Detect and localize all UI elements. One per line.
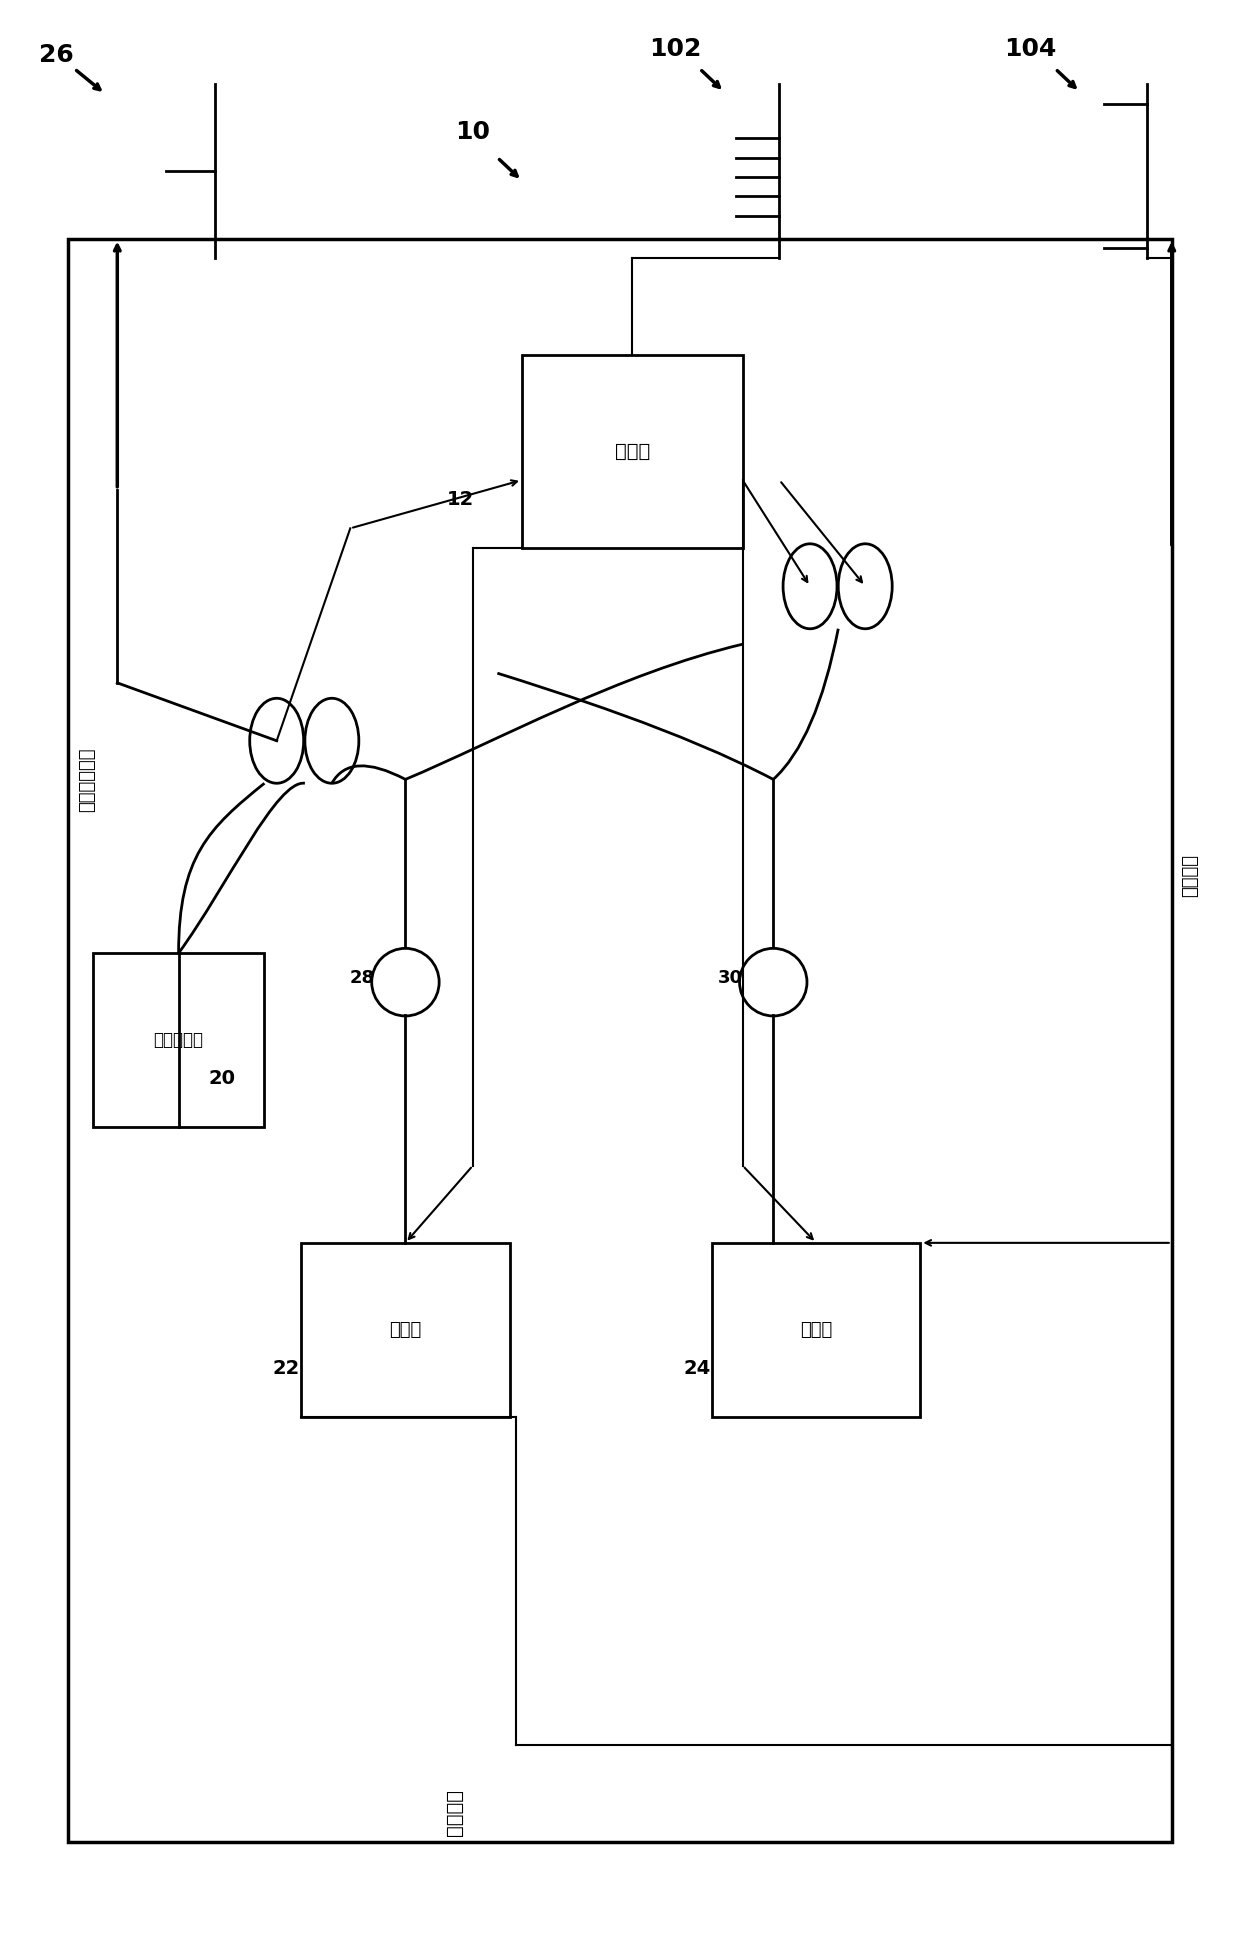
Text: 频率伺服控制: 频率伺服控制 xyxy=(78,747,95,811)
FancyBboxPatch shape xyxy=(301,1243,510,1416)
Text: 频率控制: 频率控制 xyxy=(1182,854,1199,897)
Text: 细梳泵: 细梳泵 xyxy=(389,1321,422,1338)
FancyBboxPatch shape xyxy=(712,1243,920,1416)
Text: 28: 28 xyxy=(350,969,374,988)
FancyBboxPatch shape xyxy=(93,953,264,1126)
Text: 12: 12 xyxy=(446,490,474,510)
FancyBboxPatch shape xyxy=(68,239,1172,1842)
Text: 26: 26 xyxy=(38,43,73,68)
Text: 处理器: 处理器 xyxy=(615,442,650,461)
Text: 频率控制: 频率控制 xyxy=(445,1789,464,1836)
Text: 10: 10 xyxy=(455,121,490,144)
Text: 30: 30 xyxy=(718,969,743,988)
FancyBboxPatch shape xyxy=(522,354,743,548)
Text: 输出激光器: 输出激光器 xyxy=(154,1031,203,1048)
Text: 粗梳泵: 粗梳泵 xyxy=(800,1321,832,1338)
Text: 102: 102 xyxy=(649,37,702,62)
Text: 104: 104 xyxy=(1004,37,1056,62)
Text: 20: 20 xyxy=(208,1070,236,1087)
Text: 24: 24 xyxy=(683,1360,711,1377)
Text: 22: 22 xyxy=(273,1360,300,1377)
